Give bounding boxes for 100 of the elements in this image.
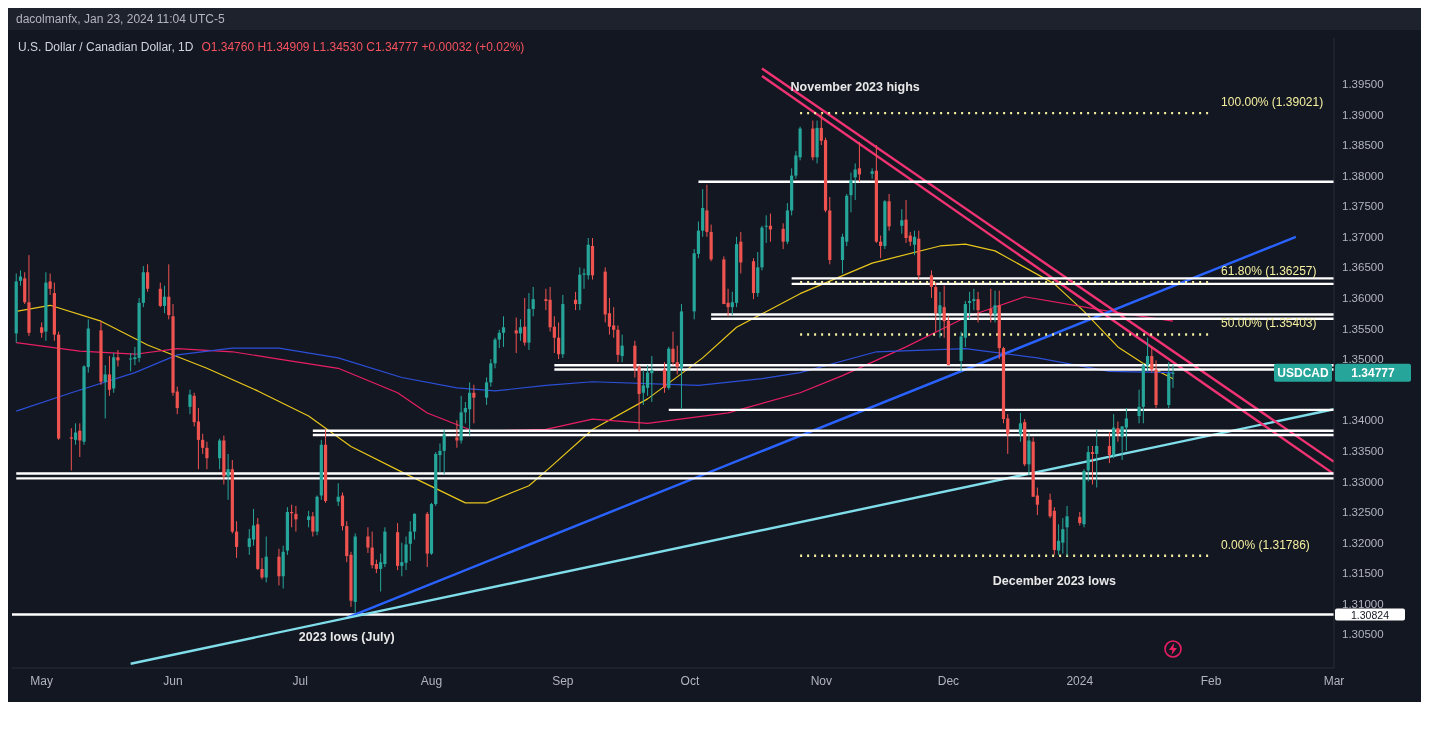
candlestick [857, 141, 862, 183]
candlestick [1150, 346, 1154, 374]
y-tick-label: 1.38000 [1342, 169, 1384, 182]
candlestick [938, 291, 942, 339]
candlestick [912, 230, 917, 256]
candlestick [764, 214, 768, 244]
y-tick-label: 1.37000 [1342, 230, 1384, 243]
candlestick [205, 441, 209, 470]
x-tick-label: Feb [1200, 673, 1222, 688]
candlestick [23, 271, 27, 305]
candlestick [501, 315, 506, 348]
candlestick [1095, 428, 1099, 489]
x-tick-label: Nov [810, 673, 832, 688]
candlestick [650, 355, 654, 403]
candlestick [972, 288, 976, 311]
annotation: 2023 lows (July) [298, 630, 395, 645]
candlestick [518, 318, 523, 342]
x-tick-label: May [30, 673, 53, 688]
candlestick [366, 526, 370, 554]
candlestick [145, 263, 150, 293]
candlestick [1018, 412, 1023, 443]
candlestick [781, 222, 785, 250]
candlestick [196, 407, 201, 470]
candlestick [107, 355, 112, 397]
candlestick [514, 317, 518, 354]
candlestick [116, 349, 120, 367]
candlestick [675, 345, 679, 375]
candlestick [484, 376, 489, 406]
text: dacolmanfx, Jan 23, 2024 11:04 UTC-5 [16, 12, 225, 26]
candlestick [552, 315, 556, 354]
candlestick [633, 340, 637, 378]
candlestick [158, 282, 162, 308]
ref-line-label: 1.30824 [1351, 608, 1390, 621]
annotation: 50.00% (1.35403) [1221, 316, 1317, 331]
y-tick-label: 1.32500 [1342, 506, 1384, 519]
x-tick-label: Mar [1323, 673, 1345, 688]
candlestick [247, 528, 251, 556]
x-tick-label: 2024 [1066, 673, 1094, 688]
annotation: 100.00% (1.39021) [1221, 95, 1324, 110]
x-tick-label: Jun [163, 673, 183, 688]
candlestick [544, 288, 548, 311]
candlestick [69, 427, 73, 471]
line-series [15, 347, 1174, 412]
candlestick [849, 172, 853, 213]
candlestick [404, 536, 408, 571]
candlestick [162, 285, 167, 314]
candlestick [976, 291, 980, 323]
candlestick [1027, 432, 1031, 476]
candlestick [497, 329, 501, 349]
candlestick [1116, 421, 1120, 443]
candlestick [408, 520, 412, 562]
candlestick [794, 150, 798, 180]
candlestick [870, 167, 874, 180]
candlestick [226, 453, 230, 501]
candlestick [489, 358, 493, 388]
candlestick [929, 269, 934, 299]
candlestick [641, 369, 645, 406]
y-tick-label: 1.34000 [1342, 414, 1384, 427]
candlestick [455, 419, 459, 449]
line-series [15, 243, 1174, 504]
candlestick [472, 384, 476, 424]
candlestick [336, 482, 340, 507]
annotation: 0.00% (1.31786) [1221, 537, 1310, 552]
candlestick [133, 346, 137, 366]
annotation: December 2023 lows [992, 574, 1116, 589]
annotation: 61.80% (1.36257) [1221, 264, 1317, 279]
candlestick [620, 334, 624, 363]
y-tick-label: 1.33500 [1342, 444, 1384, 457]
candlestick [942, 285, 946, 339]
candlestick [311, 511, 315, 537]
candlestick [1065, 505, 1069, 557]
candlestick [612, 306, 616, 339]
candlestick [48, 272, 52, 296]
candlestick [904, 199, 908, 244]
chart-subtitle: O1.34760 H1.34909 L1.34530 C1.34777 +0.00032 (+0.02%) [201, 40, 525, 54]
candlestick [1107, 432, 1112, 464]
candlestick [645, 364, 650, 397]
candlestick [188, 389, 192, 415]
candlestick [218, 438, 222, 470]
candlestick [129, 352, 133, 372]
candlestick [531, 286, 535, 317]
y-tick-label: 1.31500 [1342, 567, 1384, 580]
y-tick-label: 1.35500 [1342, 322, 1384, 335]
x-tick-label: Jul [292, 673, 308, 688]
x-tick-label: Dec [937, 673, 960, 688]
y-tick-label: 1.30500 [1342, 628, 1384, 641]
y-tick-label: 1.31000 [1342, 597, 1384, 610]
candlestick [400, 542, 404, 577]
candlestick [264, 536, 268, 583]
candlestick [900, 208, 904, 235]
y-tick-label: 1.32000 [1342, 536, 1384, 549]
x-tick-label: Oct [680, 673, 700, 688]
y-tick-label: 1.36500 [1342, 261, 1384, 274]
candlestick [493, 337, 497, 369]
chart-title: U.S. Dollar / Canadian Dollar, 1D [18, 40, 194, 54]
candlestick [1090, 445, 1095, 485]
candlestick [671, 331, 675, 366]
candlestick [739, 231, 743, 274]
candlestick [1061, 517, 1065, 555]
candlestick [103, 364, 107, 419]
